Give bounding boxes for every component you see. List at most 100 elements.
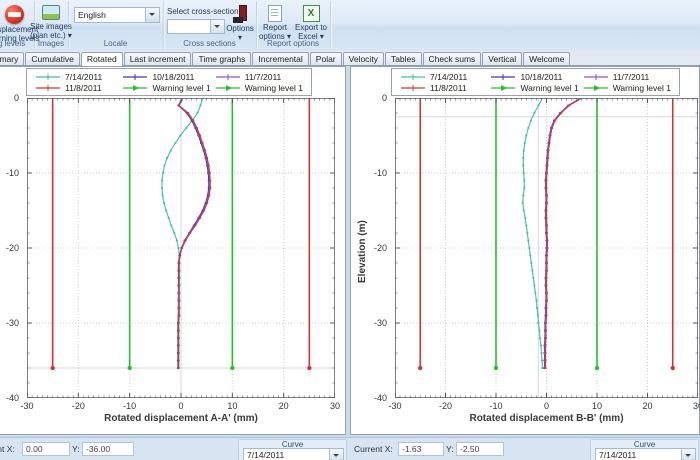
legend-item: Warning level 1 <box>215 82 303 93</box>
legend-item: 7/14/2011 <box>400 71 486 82</box>
y-axis-label: Elevation (m) <box>357 220 368 283</box>
curve-select[interactable]: 7/14/2011 <box>243 448 344 460</box>
locale-select[interactable]: English <box>74 7 160 23</box>
legend-marker-icon <box>123 84 148 91</box>
current-x-value[interactable]: -1.63 <box>398 442 444 456</box>
displacement-warning-levels-button[interactable]: Displacement warning levels <box>0 5 44 43</box>
x-tick-label: 30 <box>329 401 341 411</box>
legend-marker-icon <box>215 73 240 80</box>
ribbon-group-warning-levels: Displacement warning levels Warning leve… <box>0 1 39 49</box>
x-tick-label: 0 <box>543 401 550 411</box>
current-y-value[interactable]: -2.50 <box>456 442 504 456</box>
button-label: Displacement <box>0 25 39 34</box>
plot-area-aa[interactable] <box>27 98 335 398</box>
chart-workspace: 7/14/2011 10/18/2011 11/7/2011 11/8/2011 War… <box>0 66 700 437</box>
tab-welcome[interactable]: Welcome <box>523 52 571 65</box>
tab-cumulative[interactable]: Cumulative <box>25 52 80 65</box>
legend-item-label: Warning level 1 <box>152 82 211 93</box>
y-tick-label: -40 <box>373 393 387 403</box>
button-label: Report <box>262 23 287 32</box>
current-x-value[interactable]: 0.00 <box>22 442 70 456</box>
report-options-button[interactable]: Report options ▾ <box>258 5 292 41</box>
ribbon-group-images: Site images (plan etc.) ▾ Images <box>30 1 72 49</box>
legend-marker-icon <box>36 73 60 80</box>
legend-item: 11/7/2011 <box>583 71 671 82</box>
tab-velocity[interactable]: Velocity <box>342 52 384 65</box>
tab-last-increment[interactable]: Last increment <box>123 52 192 65</box>
y-tick-label: -20 <box>5 243 19 253</box>
chevron-down-icon: ▾ <box>237 33 242 42</box>
current-y-label: Y: <box>446 444 454 454</box>
curve-select-value: 7/14/2011 <box>247 450 285 460</box>
report-icon <box>268 5 282 22</box>
y-tick-labels: 0 -10 -20 -30 -40 <box>361 93 391 403</box>
legend-item: 11/7/2011 <box>215 71 303 82</box>
legend-item-label: 11/8/2011 <box>65 82 102 93</box>
tab-vertical[interactable]: Vertical <box>482 52 523 65</box>
tab-check-sums[interactable]: Check sums <box>422 52 482 65</box>
x-tick-label: -20 <box>71 401 85 411</box>
cross-section-label: Select cross-section <box>167 7 239 16</box>
legend-item-label: 11/7/2011 <box>244 71 282 82</box>
y-tick-label: -20 <box>373 243 387 253</box>
legend-marker-icon <box>401 84 425 91</box>
legend-item-label: 7/14/2011 <box>430 71 468 82</box>
x-tick-label: -10 <box>489 401 503 411</box>
tab-tables[interactable]: Tables <box>384 52 422 65</box>
current-y-value[interactable]: -36.00 <box>82 442 134 456</box>
x-tick-label: -20 <box>438 401 453 411</box>
current-y-label: Y: <box>72 444 80 454</box>
legend-marker-icon <box>215 84 240 91</box>
tab-time-graphs[interactable]: Time graphs <box>192 52 252 65</box>
chevron-down-icon <box>145 8 159 22</box>
legend-marker-icon <box>583 84 608 91</box>
ribbon-group-report-options: Report options ▾ X Export to Excel ▾ Rep… <box>256 1 331 49</box>
chart-panel-bb: 7/14/2011 10/18/2011 11/7/2011 11/8/2011 War… <box>350 66 700 435</box>
y-tick-label: -30 <box>373 318 387 328</box>
tab-rotated[interactable]: Rotated <box>80 52 123 66</box>
legend-item: 10/18/2011 <box>122 71 210 82</box>
curve-group: Curve 7/14/2011 <box>590 439 699 460</box>
y-tick-label: 0 <box>381 93 387 103</box>
tab-summary[interactable]: Summary <box>0 52 25 65</box>
tab-incremental[interactable]: Incremental <box>252 52 309 65</box>
excel-icon: X <box>302 5 320 22</box>
x-tick-label: -30 <box>20 401 34 411</box>
chevron-down-icon <box>329 449 343 460</box>
legend-item: 7/14/2011 <box>35 71 118 82</box>
button-label: Excel ▾ <box>298 32 324 41</box>
curve-label: Curve <box>281 440 304 449</box>
curve-select[interactable]: 7/14/2011 <box>595 448 696 460</box>
curve-group: Curve 7/14/2011 <box>238 439 347 460</box>
view-tabstrip: SummaryCumulativeRotatedLast incrementTi… <box>0 51 700 66</box>
report-options-group-label: Report options <box>266 39 320 48</box>
legend-item: 10/18/2011 <box>490 71 578 82</box>
chart-panel-aa: 7/14/2011 10/18/2011 11/7/2011 11/8/2011 War… <box>0 66 346 435</box>
x-tick-label: 20 <box>642 401 653 411</box>
x-axis-label: Rotated displacement B-B' (mm) <box>469 413 624 424</box>
y-tick-label: -30 <box>5 318 19 328</box>
button-label: Options <box>226 24 254 33</box>
cross-section-select[interactable] <box>167 19 225 34</box>
y-tick-label: -40 <box>5 393 19 403</box>
ribbon-group-cross-sections: Select cross-section Options ▾ Cross sec… <box>163 1 257 49</box>
tab-polar[interactable]: Polar <box>309 52 342 65</box>
export-to-excel-button[interactable]: X Export to Excel ▾ <box>294 5 328 41</box>
x-tick-label: 10 <box>591 401 603 411</box>
plot-area-bb[interactable] <box>395 98 698 398</box>
curve-select-value: 7/14/2011 <box>599 450 637 460</box>
button-label: options ▾ <box>258 32 292 41</box>
legend-item: 11/8/2011 <box>400 82 486 93</box>
legend-item-label: Warning level 1 <box>244 82 303 93</box>
site-images-button[interactable]: Site images (plan etc.) ▾ <box>21 5 81 40</box>
legend-item: Warning level 1 <box>122 82 211 93</box>
status-bar: Current X: 0.00 Y: -36.00 Curve 7/14/201… <box>0 437 700 460</box>
chevron-down-icon <box>681 449 695 460</box>
legend-marker-icon <box>401 73 425 80</box>
x-axis-label: Rotated displacement A-A' (mm) <box>104 413 258 424</box>
cross-section-options-button[interactable]: Options ▾ <box>226 4 254 42</box>
cross-section-icon <box>231 4 249 24</box>
button-label: Site images <box>30 22 72 31</box>
legend: 7/14/2011 10/18/2011 11/7/2011 11/8/2011 War… <box>26 68 312 96</box>
